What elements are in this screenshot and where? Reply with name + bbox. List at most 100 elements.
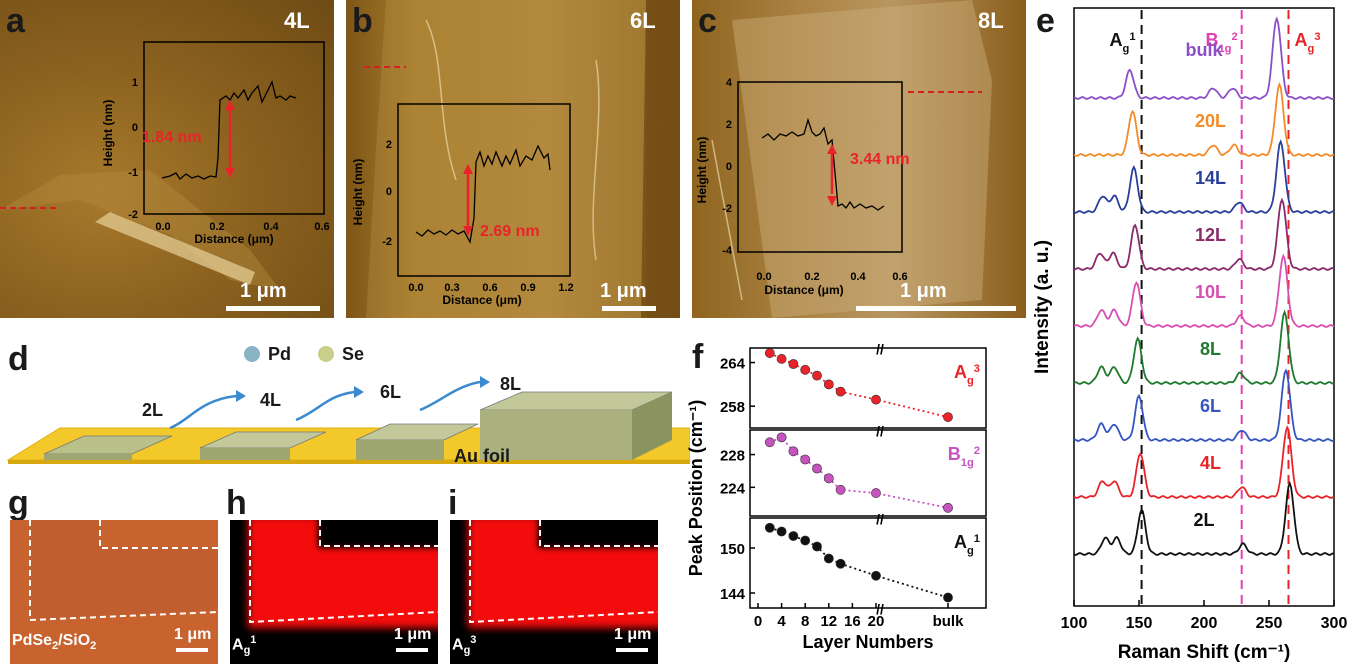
data-point [800,454,811,465]
data-point [835,558,846,569]
x-tick: 0.3 [444,282,459,294]
scale-bar [176,648,208,652]
series-label: 12L [1195,225,1226,245]
mode-label: B1g2 [948,444,980,469]
series-label: 6L [1200,396,1221,416]
stack-label-6L: 6L [380,382,401,402]
series-label: 20L [1195,111,1226,131]
inset-ylabel: Height (nm) [695,137,709,204]
raman-map-ag1: Ag1 1 μm [230,520,438,664]
x-tick: 0.2 [209,221,224,233]
growth-schematic: Pd Se 2L 4L 6L 8L Au foil [6,344,690,466]
data-point [776,432,787,443]
panel-label-d: d [8,340,29,378]
data-point [871,570,881,581]
profile-line [415,144,551,244]
height-profile-inset-b: Height (nm) Distance (μm) 2 0 -2 0.0 0.3… [351,103,574,307]
panel-label-e: e [1036,2,1055,40]
spectrum-14L [1073,139,1335,214]
data-point [823,553,834,564]
y-tick: 1 [132,77,138,89]
y-tick: 0 [386,186,392,198]
series-label: 14L [1195,168,1226,188]
panel-label-g: g [8,484,29,522]
data-point [871,394,881,405]
y-tick: -4 [722,245,733,257]
y-axis-label: Peak Position (cm⁻¹) [686,400,706,577]
y-tick: -2 [382,236,392,248]
data-point [776,526,787,537]
y-tick-label: 228 [720,448,745,465]
x-tick-label: 150 [1126,615,1153,632]
y-tick: -2 [722,203,732,215]
spectrum-bulk [1073,16,1335,100]
stack-label-4L: 4L [260,390,281,410]
scale-bar [602,306,656,311]
height-profile-inset-a: Height (nm) Distance (μm) 1 0 -1 -2 0.0 … [101,41,330,246]
x-tick: 0.6 [482,282,497,294]
sample-label: PdSe2/SiO2 [12,632,97,653]
peak-position-chart: 264 258 // Ag3 228 224 // B1g2 150 144 // Ag1 0 4 8 12 1… [686,341,987,652]
x-tick-label: 250 [1256,615,1283,632]
y-tick: 2 [386,139,392,151]
series-label: 4L [1200,453,1221,473]
raman-spectra-chart: 100 150 200 250 300 Raman Shift (cm⁻¹) Intensi… [1032,7,1348,663]
axis-break: // [876,511,884,527]
data-point [835,484,846,495]
x-tick-label: 20 [868,613,885,630]
substrate-label: Au foil [454,446,510,466]
scale-label: 1 μm [394,626,432,643]
x-tick-label: 8 [801,613,809,630]
spectrum-4L [1073,425,1335,499]
data-point [764,348,775,358]
panel-label-f: f [692,338,704,376]
y-tick: 0 [726,161,732,173]
y-tick-label: 258 [720,399,745,416]
scale-label: 1 μm [600,280,647,302]
afm-image-6L [346,0,680,318]
spectrum-12L [1073,197,1335,271]
afm-image-8L [692,0,1026,318]
data-point [943,592,953,603]
spectrum-2L [1073,480,1335,556]
series-label: 8L [1200,339,1221,359]
data-point [788,359,799,369]
series-label: 2L [1193,510,1214,530]
data-point [943,412,953,422]
data-point [800,535,811,546]
layer-label-4L: 4L [284,8,310,33]
data-point [800,364,811,375]
raman-map-ag3: Ag3 1 μm [450,520,658,664]
stack-label-2L: 2L [142,400,163,420]
legend-se: Se [342,344,364,364]
stack-label-8L: 8L [500,374,521,394]
x-tick-label: 200 [1191,615,1218,632]
x-tick: 0.4 [850,271,866,283]
mode-label: Ag1 [232,634,257,657]
arrow-icon [295,390,355,422]
mode-label: Ag3 [954,362,980,387]
mode-label: Ag3 [452,634,477,657]
subplot-frame [749,517,987,609]
panel-label-b: b [352,2,373,40]
layer-label-6L: 6L [630,8,656,33]
panel-label-i: i [448,484,458,522]
profile-line [161,80,297,180]
y-tick: -2 [128,209,138,221]
y-tick: 4 [726,77,733,89]
arrow-icon [169,394,237,430]
panel-label-h: h [226,484,247,522]
data-point [835,386,846,397]
x-tick-label: 300 [1321,615,1348,632]
scale-bar [856,306,1016,311]
y-tick: 0 [132,122,138,134]
scale-label: 1 μm [614,626,652,643]
mode-label: Ag1 [1110,30,1136,55]
data-point [776,354,787,364]
x-tick: 0.6 [314,221,329,233]
scale-label: 1 μm [174,626,212,643]
inset-xlabel: Distance (μm) [442,293,521,307]
x-tick: 0.4 [263,221,279,233]
inset-xlabel: Distance (μm) [764,283,843,297]
layer-label-8L: 8L [978,8,1004,33]
